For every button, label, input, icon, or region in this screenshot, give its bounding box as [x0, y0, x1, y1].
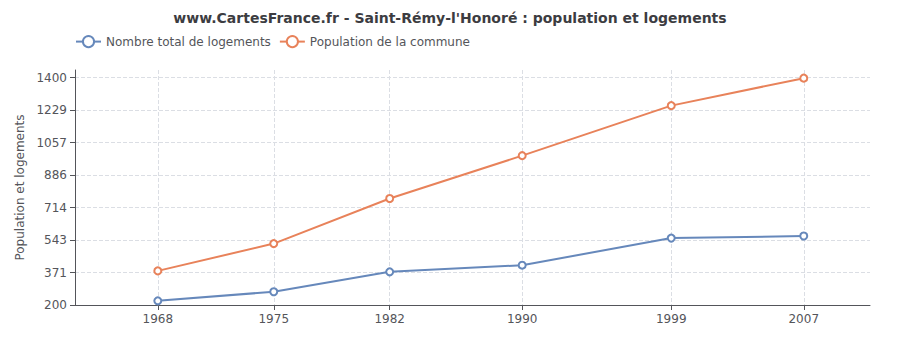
svg-text:1229: 1229: [36, 103, 67, 117]
svg-text:1990: 1990: [507, 312, 538, 326]
svg-text:1982: 1982: [374, 312, 405, 326]
svg-text:1057: 1057: [36, 136, 67, 150]
svg-text:1400: 1400: [36, 71, 67, 85]
svg-text:Population et logements: Population et logements: [13, 114, 27, 260]
svg-text:www.CartesFrance.fr - Saint-Ré: www.CartesFrance.fr - Saint-Rémy-l'Honor…: [173, 10, 726, 26]
svg-text:714: 714: [44, 201, 67, 215]
svg-text:1999: 1999: [656, 312, 687, 326]
svg-text:371: 371: [44, 266, 67, 280]
svg-text:543: 543: [44, 233, 67, 247]
svg-text:200: 200: [44, 298, 67, 312]
svg-text:1975: 1975: [258, 312, 289, 326]
svg-text:Nombre total de logements: Nombre total de logements: [106, 35, 271, 49]
svg-text:886: 886: [44, 168, 67, 182]
svg-text:2007: 2007: [788, 312, 819, 326]
svg-text:1968: 1968: [143, 312, 174, 326]
svg-text:Population de la commune: Population de la commune: [310, 35, 470, 49]
